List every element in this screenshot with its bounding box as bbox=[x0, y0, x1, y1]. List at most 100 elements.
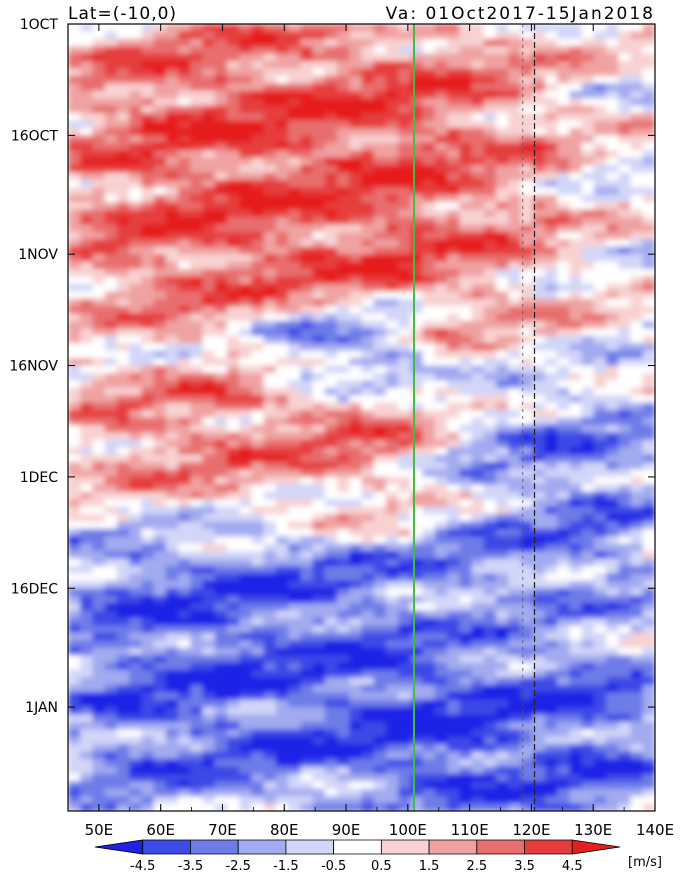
heatmap-cell bbox=[92, 150, 106, 159]
heatmap-cell bbox=[630, 469, 644, 478]
heatmap-cell bbox=[630, 83, 644, 92]
heatmap-cell bbox=[410, 113, 424, 122]
heatmap-cell bbox=[630, 744, 644, 753]
heatmap-cell bbox=[569, 157, 583, 166]
heatmap-cell bbox=[410, 306, 424, 315]
heatmap-cell bbox=[190, 335, 204, 344]
heatmap-cell bbox=[263, 261, 277, 270]
heatmap-cell bbox=[275, 655, 289, 664]
heatmap-cell bbox=[214, 380, 228, 389]
heatmap-cell bbox=[398, 744, 412, 753]
heatmap-cell bbox=[618, 187, 632, 196]
heatmap-cell bbox=[447, 291, 460, 300]
heatmap-cell bbox=[263, 476, 277, 485]
heatmap-cell bbox=[92, 120, 106, 129]
heatmap-cell bbox=[496, 298, 509, 307]
heatmap-cell bbox=[459, 269, 473, 278]
heatmap-cell bbox=[483, 306, 497, 315]
heatmap-cell bbox=[104, 113, 118, 122]
heatmap-cell bbox=[532, 773, 546, 782]
heatmap-cell bbox=[202, 655, 216, 664]
heatmap-cell bbox=[459, 721, 473, 730]
heatmap-cell bbox=[532, 53, 546, 62]
heatmap-cell bbox=[153, 90, 167, 99]
heatmap-cell bbox=[618, 83, 632, 92]
heatmap-cell bbox=[434, 209, 448, 218]
heatmap-cell bbox=[630, 231, 644, 240]
heatmap-cell bbox=[361, 202, 375, 211]
heatmap-cell bbox=[532, 83, 546, 92]
heatmap-cell bbox=[263, 343, 277, 352]
heatmap-cell bbox=[92, 424, 106, 433]
heatmap-cell bbox=[508, 46, 522, 55]
heatmap-cell bbox=[141, 617, 155, 626]
heatmap-cell bbox=[618, 536, 632, 545]
heatmap-cell bbox=[434, 714, 448, 723]
heatmap-cell bbox=[385, 588, 399, 597]
heatmap-cell bbox=[251, 291, 265, 300]
heatmap-cell bbox=[104, 395, 118, 404]
heatmap-cell bbox=[569, 68, 583, 77]
heatmap-cell bbox=[129, 558, 142, 567]
heatmap-cell bbox=[361, 692, 375, 701]
heatmap-cell bbox=[593, 736, 607, 745]
heatmap-cell bbox=[288, 75, 301, 84]
heatmap-cell bbox=[385, 343, 399, 352]
heatmap-cell bbox=[68, 239, 81, 248]
heatmap-cell bbox=[80, 491, 94, 500]
heatmap-cell bbox=[80, 773, 94, 782]
heatmap-cell bbox=[104, 699, 118, 708]
heatmap-cell bbox=[544, 595, 558, 604]
heatmap-cell bbox=[593, 462, 607, 471]
heatmap-cell bbox=[129, 491, 142, 500]
heatmap-cell bbox=[324, 313, 338, 322]
heatmap-cell bbox=[410, 781, 424, 790]
heatmap-cell bbox=[226, 276, 240, 285]
heatmap-cell bbox=[337, 462, 350, 471]
heatmap-cell bbox=[459, 662, 473, 671]
heatmap-cell bbox=[104, 721, 118, 730]
heatmap-cell bbox=[349, 46, 363, 55]
heatmap-cell bbox=[275, 439, 289, 448]
heatmap-cell bbox=[251, 751, 265, 760]
heatmap-cell bbox=[630, 447, 644, 456]
heatmap-cell bbox=[520, 610, 534, 619]
heatmap-cell bbox=[606, 469, 619, 478]
heatmap-cell bbox=[520, 402, 534, 411]
heatmap-cell bbox=[92, 343, 106, 352]
heatmap-cell bbox=[226, 38, 240, 47]
heatmap-cell bbox=[263, 194, 277, 203]
heatmap-cell bbox=[593, 372, 607, 381]
heatmap-cell bbox=[68, 521, 81, 530]
heatmap-cell bbox=[165, 387, 179, 396]
heatmap-cell bbox=[141, 150, 155, 159]
heatmap-cell bbox=[361, 283, 375, 292]
heatmap-cell bbox=[410, 231, 424, 240]
heatmap-cell bbox=[68, 759, 81, 768]
heatmap-cell bbox=[104, 402, 118, 411]
heatmap-cell bbox=[116, 751, 130, 760]
heatmap-cell bbox=[410, 684, 424, 693]
heatmap-cell bbox=[153, 595, 167, 604]
heatmap-cell bbox=[593, 410, 607, 419]
heatmap-cell bbox=[544, 209, 558, 218]
heatmap-cell bbox=[165, 759, 179, 768]
heatmap-cell bbox=[92, 231, 106, 240]
heatmap-cell bbox=[251, 773, 265, 782]
heatmap-cell bbox=[606, 632, 619, 641]
heatmap-cell bbox=[129, 127, 142, 136]
heatmap-cell bbox=[618, 632, 632, 641]
heatmap-cell bbox=[606, 499, 619, 508]
heatmap-cell bbox=[544, 714, 558, 723]
heatmap-cell bbox=[618, 662, 632, 671]
heatmap-cell bbox=[569, 261, 583, 270]
heatmap-cell bbox=[422, 610, 436, 619]
heatmap-cell bbox=[68, 469, 81, 478]
heatmap-cell bbox=[153, 283, 167, 292]
heatmap-cell bbox=[361, 217, 375, 226]
heatmap-cell bbox=[165, 573, 179, 582]
heatmap-cell bbox=[508, 514, 522, 523]
heatmap-cell bbox=[606, 402, 619, 411]
heatmap-cell bbox=[532, 721, 546, 730]
heatmap-cell bbox=[361, 766, 375, 775]
